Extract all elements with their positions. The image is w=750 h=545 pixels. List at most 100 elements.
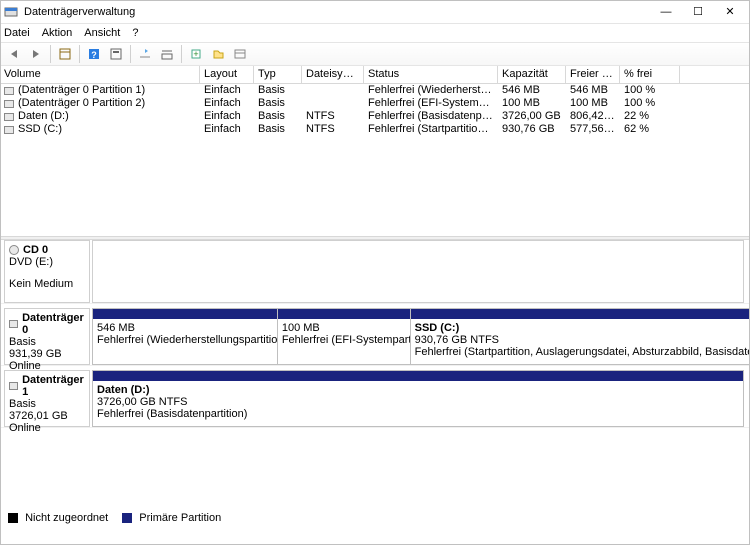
cd-icon xyxy=(9,245,19,255)
volume-row[interactable]: (Datenträger 0 Partition 2)EinfachBasisF… xyxy=(0,97,750,110)
maximize-button[interactable]: ☐ xyxy=(682,0,714,24)
partition[interactable]: SSD (C:)930,76 GB NTFSFehlerfrei (Startp… xyxy=(410,308,750,365)
disk-icon xyxy=(9,320,18,328)
app-icon xyxy=(4,5,18,19)
disk-type: Basis xyxy=(9,336,85,348)
col-layout[interactable]: Layout xyxy=(200,66,254,84)
partition-cap: 3726,00 GB NTFS xyxy=(97,396,739,408)
cd-empty-area xyxy=(92,240,744,303)
cell-pct: 22 % xyxy=(620,110,680,123)
disk-size: 3726,01 GB xyxy=(9,410,85,422)
volume-name: (Datenträger 0 Partition 1) xyxy=(18,84,145,97)
partition-stripe xyxy=(278,309,410,319)
volume-name: Daten (D:) xyxy=(18,110,69,123)
volume-name: (Datenträger 0 Partition 2) xyxy=(18,97,145,110)
menu-datei[interactable]: Datei xyxy=(4,27,30,39)
disk-info: Datenträger 1Basis3726,01 GBOnline xyxy=(4,370,90,427)
partition-cap: 546 MB xyxy=(97,322,273,334)
partition[interactable]: Daten (D:)3726,00 GB NTFSFehlerfrei (Bas… xyxy=(92,370,744,427)
cell-free: 806,42 GB xyxy=(566,110,620,123)
titlebar: Datenträgerverwaltung — ☐ ✕ xyxy=(0,0,750,24)
show-tree-icon[interactable] xyxy=(55,44,75,64)
cell-type: Basis xyxy=(254,84,302,97)
col-filesystem[interactable]: Dateisystem xyxy=(302,66,364,84)
volume-list: Volume Layout Typ Dateisystem Status Kap… xyxy=(0,66,750,236)
partition-stripe xyxy=(411,309,750,319)
disk-partitions: Daten (D:)3726,00 GB NTFSFehlerfrei (Bas… xyxy=(92,370,744,427)
action-icon-2[interactable] xyxy=(208,44,228,64)
disk-size: 931,39 GB xyxy=(9,348,85,360)
window-title: Datenträgerverwaltung xyxy=(24,6,650,18)
properties-icon[interactable] xyxy=(106,44,126,64)
menu-aktion[interactable]: Aktion xyxy=(42,27,73,39)
cell-pct: 100 % xyxy=(620,84,680,97)
volume-row[interactable]: (Datenträger 0 Partition 1)EinfachBasisF… xyxy=(0,84,750,97)
disk-map: CD 0 DVD (E:) Kein Medium Datenträger 0B… xyxy=(0,240,750,545)
partition-stripe xyxy=(93,371,743,381)
minimize-button[interactable]: — xyxy=(650,0,682,24)
col-status[interactable]: Status xyxy=(364,66,498,84)
cd-row[interactable]: CD 0 DVD (E:) Kein Medium xyxy=(0,240,750,304)
disk-row[interactable]: Datenträger 0Basis931,39 GBOnline546 MBF… xyxy=(0,308,750,366)
col-capacity[interactable]: Kapazität xyxy=(498,66,566,84)
disk-title: Datenträger 1 xyxy=(22,374,85,398)
legend-unallocated: Nicht zugeordnet xyxy=(8,512,108,524)
legend-unallocated-label: Nicht zugeordnet xyxy=(25,512,108,524)
volume-row[interactable]: SSD (C:)EinfachBasisNTFSFehlerfrei (Star… xyxy=(0,123,750,136)
legend-primary-label: Primäre Partition xyxy=(139,512,221,524)
cell-capacity: 930,76 GB xyxy=(498,123,566,136)
partition-status: Fehlerfrei (EFI-Systempartiti xyxy=(282,334,406,346)
disk-icon xyxy=(9,382,18,390)
partition-status: Fehlerfrei (Wiederherstellungspartition) xyxy=(97,334,273,346)
cd-title: CD 0 xyxy=(23,244,48,256)
partition-status: Fehlerfrei (Startpartition, Auslagerungs… xyxy=(415,346,750,358)
volume-icon xyxy=(4,113,14,121)
volume-row[interactable]: Daten (D:)EinfachBasisNTFSFehlerfrei (Ba… xyxy=(0,110,750,123)
cell-type: Basis xyxy=(254,123,302,136)
close-button[interactable]: ✕ xyxy=(714,0,746,24)
volume-icon xyxy=(4,100,14,108)
menu-bar: Datei Aktion Ansicht ? xyxy=(0,24,750,42)
toolbar: ? + xyxy=(0,42,750,66)
volume-list-header: Volume Layout Typ Dateisystem Status Kap… xyxy=(0,66,750,84)
legend-unallocated-swatch xyxy=(8,513,18,523)
disk-type: Basis xyxy=(9,398,85,410)
col-spacer xyxy=(680,66,750,84)
partition[interactable]: 100 MBFehlerfrei (EFI-Systempartiti xyxy=(277,308,411,365)
partition[interactable]: 546 MBFehlerfrei (Wiederherstellungspart… xyxy=(92,308,278,365)
col-volume[interactable]: Volume xyxy=(0,66,200,84)
disk-partitions: 546 MBFehlerfrei (Wiederherstellungspart… xyxy=(92,308,750,365)
back-arrow-icon[interactable] xyxy=(4,44,24,64)
volume-icon xyxy=(4,126,14,134)
cell-capacity: 3726,00 GB xyxy=(498,110,566,123)
disk-row[interactable]: Datenträger 1Basis3726,01 GBOnlineDaten … xyxy=(0,370,750,428)
col-type[interactable]: Typ xyxy=(254,66,302,84)
cell-pct: 62 % xyxy=(620,123,680,136)
legend: Nicht zugeordnet Primäre Partition xyxy=(4,509,225,527)
list-bottom-icon[interactable] xyxy=(157,44,177,64)
action-icon-1[interactable]: + xyxy=(186,44,206,64)
volume-icon xyxy=(4,87,14,95)
cell-free: 100 MB xyxy=(566,97,620,110)
cell-layout: Einfach xyxy=(200,123,254,136)
menu-help[interactable]: ? xyxy=(132,27,138,39)
action-icon-3[interactable] xyxy=(230,44,250,64)
legend-primary: Primäre Partition xyxy=(122,512,221,524)
cell-status: Fehlerfrei (Startpartition, Auslager... xyxy=(364,123,498,136)
cd-device: DVD (E:) xyxy=(9,256,85,268)
forward-arrow-icon[interactable] xyxy=(26,44,46,64)
cell-type: Basis xyxy=(254,110,302,123)
help-icon[interactable]: ? xyxy=(84,44,104,64)
cell-capacity: 546 MB xyxy=(498,84,566,97)
partition-name: Daten (D:) xyxy=(97,384,739,396)
partition-stripe xyxy=(93,309,277,319)
menu-ansicht[interactable]: Ansicht xyxy=(84,27,120,39)
refresh-icon[interactable] xyxy=(135,44,155,64)
partition-cap: 100 MB xyxy=(282,322,406,334)
col-pct-free[interactable]: % frei xyxy=(620,66,680,84)
legend-primary-swatch xyxy=(122,513,132,523)
svg-text:?: ? xyxy=(91,50,97,60)
col-free[interactable]: Freier Sp... xyxy=(566,66,620,84)
cell-filesystem: NTFS xyxy=(302,110,364,123)
disk-state: Online xyxy=(9,422,85,434)
